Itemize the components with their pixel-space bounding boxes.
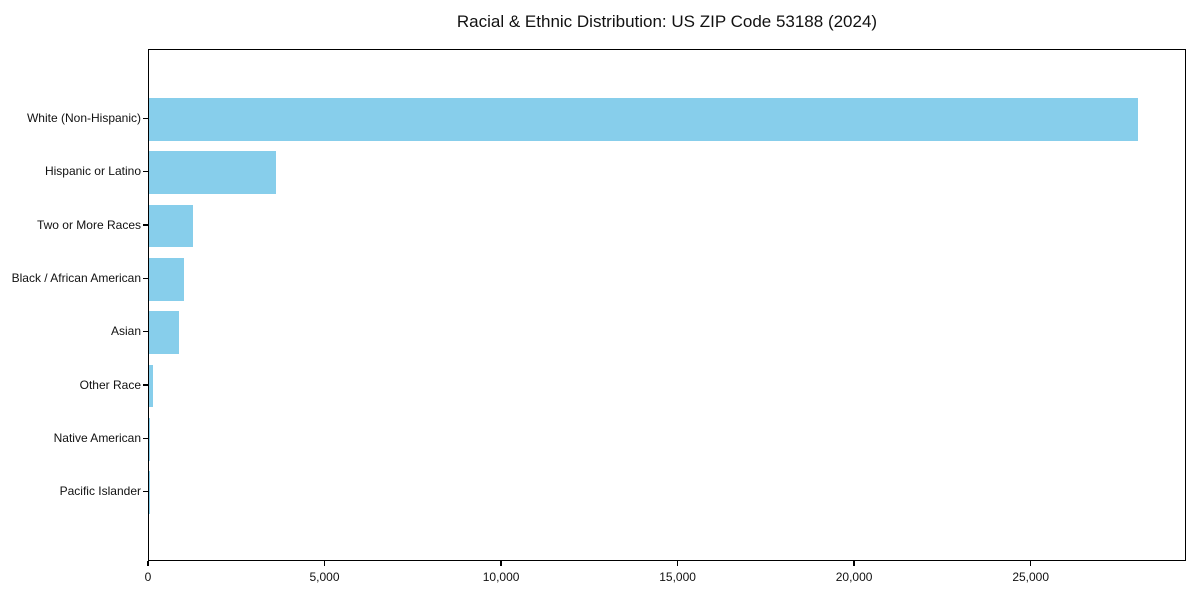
y-tick-label-pacific-islander: Pacific Islander [59, 484, 141, 499]
bar-native-american [149, 418, 150, 461]
bar-other-race [149, 364, 153, 408]
bar-asian [149, 311, 179, 354]
y-tick-label-two-or-more-races: Two or More Races [36, 217, 141, 232]
plot-area [148, 49, 1186, 561]
x-tick-mark [500, 561, 502, 566]
x-tick-label-20000: 20,000 [835, 570, 873, 584]
x-tick-mark [1029, 561, 1032, 566]
y-tick-label-hispanic-or-latino: Hispanic or Latino [44, 164, 141, 179]
y-tick-label-black-african-american: Black / African American [11, 270, 141, 285]
y-tick-label-native-american: Native American [53, 430, 141, 445]
bar-hispanic-or-latino [149, 151, 277, 194]
y-tick-label-other-race: Other Race [79, 377, 141, 392]
x-tick-mark [676, 561, 679, 566]
bar-black-african-american [149, 258, 185, 301]
chart-title: Racial & Ethnic Distribution: US ZIP Cod… [456, 12, 878, 31]
y-tick-label-white-non-hispanic: White (Non-Hispanic) [26, 110, 141, 125]
x-tick-mark [323, 561, 326, 566]
bar-white-non-hispanic [149, 98, 1138, 141]
x-tick-label-15000: 15,000 [659, 570, 696, 584]
x-tick-label-10000: 10,000 [482, 570, 520, 584]
bar-two-or-more-races [149, 204, 194, 248]
y-tick-label-asian: Asian [110, 324, 141, 339]
x-tick-label-5000: 5,000 [309, 570, 340, 584]
x-tick-mark [147, 561, 149, 566]
x-tick-mark [853, 561, 855, 566]
x-tick-label-0: 0 [144, 570, 152, 584]
x-tick-label-25000: 25,000 [1012, 570, 1050, 584]
